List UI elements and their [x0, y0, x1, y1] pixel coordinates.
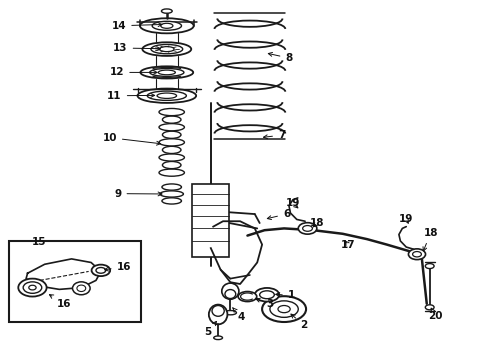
Text: 8: 8 — [269, 53, 293, 63]
Ellipse shape — [162, 131, 181, 138]
Text: 12: 12 — [110, 67, 157, 77]
Ellipse shape — [409, 249, 425, 260]
Ellipse shape — [160, 191, 183, 197]
Text: 9: 9 — [114, 189, 162, 199]
Text: 18: 18 — [310, 218, 324, 228]
Ellipse shape — [238, 292, 257, 302]
Ellipse shape — [140, 18, 194, 33]
Ellipse shape — [23, 282, 42, 293]
Text: 6: 6 — [268, 209, 290, 220]
Ellipse shape — [92, 265, 110, 276]
Ellipse shape — [303, 226, 313, 231]
Ellipse shape — [158, 70, 175, 75]
Ellipse shape — [150, 68, 184, 76]
Ellipse shape — [143, 42, 191, 56]
Ellipse shape — [425, 264, 434, 269]
Ellipse shape — [212, 306, 224, 316]
Ellipse shape — [159, 108, 184, 116]
Text: 14: 14 — [112, 21, 162, 31]
Ellipse shape — [161, 9, 172, 13]
Ellipse shape — [162, 116, 181, 123]
Ellipse shape — [159, 139, 184, 146]
Ellipse shape — [29, 285, 36, 290]
Ellipse shape — [222, 283, 239, 299]
Ellipse shape — [151, 44, 183, 54]
Text: 16: 16 — [49, 294, 72, 309]
Text: 11: 11 — [107, 91, 155, 101]
Text: 10: 10 — [102, 133, 161, 145]
Text: 20: 20 — [428, 308, 443, 321]
Ellipse shape — [162, 146, 181, 153]
Ellipse shape — [161, 23, 173, 28]
Ellipse shape — [138, 89, 196, 103]
Ellipse shape — [159, 123, 184, 131]
Ellipse shape — [157, 93, 176, 98]
Ellipse shape — [255, 288, 279, 302]
Circle shape — [77, 285, 86, 292]
Ellipse shape — [159, 46, 174, 51]
Ellipse shape — [270, 301, 298, 318]
Ellipse shape — [413, 252, 421, 257]
Ellipse shape — [260, 291, 274, 299]
Ellipse shape — [18, 279, 47, 297]
Text: 17: 17 — [341, 240, 356, 250]
Bar — [9, 241, 142, 321]
Ellipse shape — [96, 267, 106, 273]
Text: 7: 7 — [264, 130, 285, 140]
Text: 19: 19 — [399, 215, 414, 224]
Text: 3: 3 — [256, 298, 273, 309]
Ellipse shape — [209, 305, 227, 324]
Ellipse shape — [159, 169, 184, 176]
Ellipse shape — [147, 91, 186, 100]
Ellipse shape — [225, 289, 236, 298]
Ellipse shape — [262, 296, 306, 322]
Bar — [192, 184, 229, 257]
Ellipse shape — [214, 336, 222, 339]
Ellipse shape — [298, 223, 317, 234]
Text: 18: 18 — [423, 228, 438, 251]
Text: 16: 16 — [105, 262, 131, 272]
Text: 5: 5 — [204, 321, 217, 337]
Ellipse shape — [224, 311, 237, 315]
Ellipse shape — [162, 184, 181, 190]
Ellipse shape — [425, 305, 434, 310]
Ellipse shape — [159, 154, 184, 161]
Ellipse shape — [162, 162, 181, 168]
Ellipse shape — [162, 198, 181, 204]
Text: 4: 4 — [233, 308, 245, 322]
Polygon shape — [26, 259, 101, 289]
Ellipse shape — [278, 306, 290, 313]
Ellipse shape — [141, 66, 193, 78]
Text: 1: 1 — [276, 291, 295, 301]
Circle shape — [73, 282, 90, 295]
Text: 2: 2 — [291, 314, 308, 330]
Text: 15: 15 — [31, 237, 46, 247]
Text: 13: 13 — [113, 43, 161, 53]
Ellipse shape — [152, 21, 181, 30]
Text: 19: 19 — [286, 198, 300, 208]
